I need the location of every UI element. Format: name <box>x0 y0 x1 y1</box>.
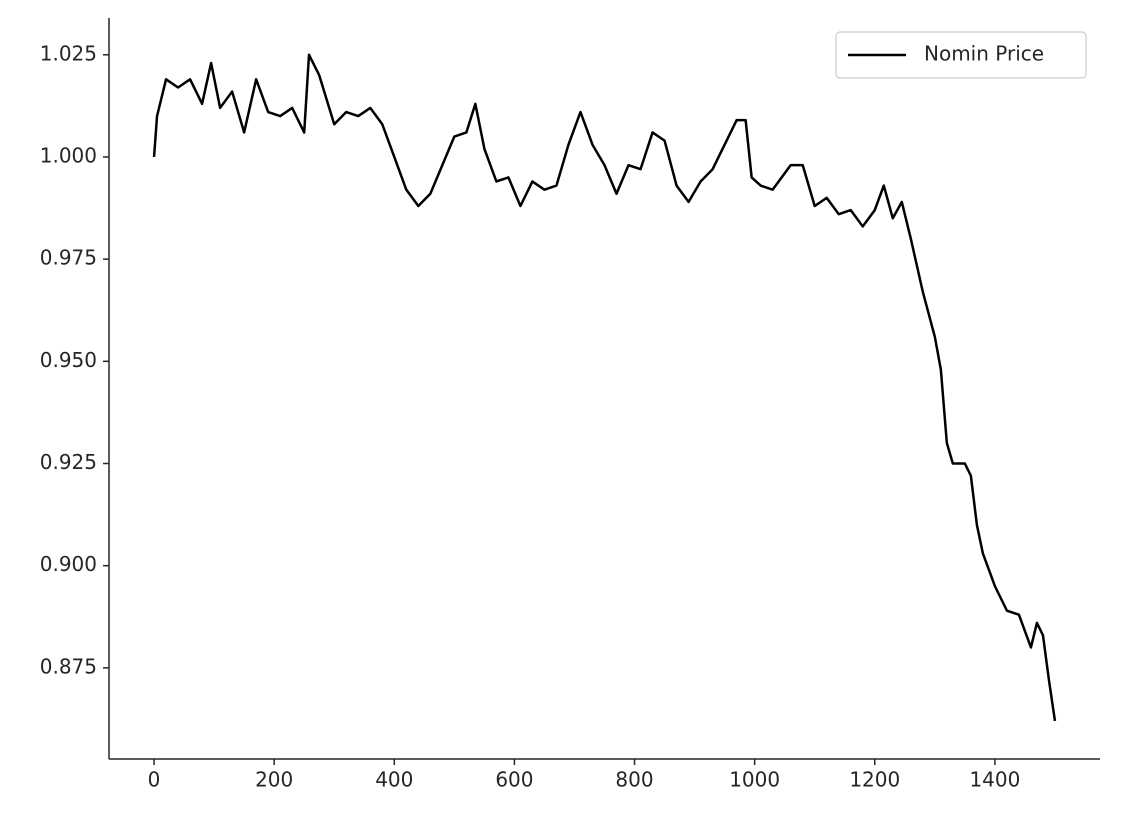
x-tick-label: 200 <box>255 768 293 792</box>
y-tick-label: 0.925 <box>40 450 97 474</box>
x-tick-label: 600 <box>495 768 533 792</box>
x-tick-label: 1400 <box>969 768 1020 792</box>
y-tick-label: 1.000 <box>40 143 97 167</box>
y-tick-label: 0.900 <box>40 552 97 576</box>
y-tick-label: 0.950 <box>40 348 97 372</box>
legend-label: Nomin Price <box>924 42 1044 66</box>
legend-box <box>835 31 1087 79</box>
x-tick-label: 400 <box>375 768 413 792</box>
x-tick-label: 800 <box>615 768 653 792</box>
y-tick-label: 0.875 <box>40 654 97 678</box>
price-line <box>152 53 1057 722</box>
x-tick-label: 1200 <box>849 768 900 792</box>
y-tick-label: 1.025 <box>40 41 97 65</box>
x-tick-label: 1000 <box>729 768 780 792</box>
y-tick-label: 0.975 <box>40 246 97 270</box>
x-tick-label: 0 <box>148 768 161 792</box>
